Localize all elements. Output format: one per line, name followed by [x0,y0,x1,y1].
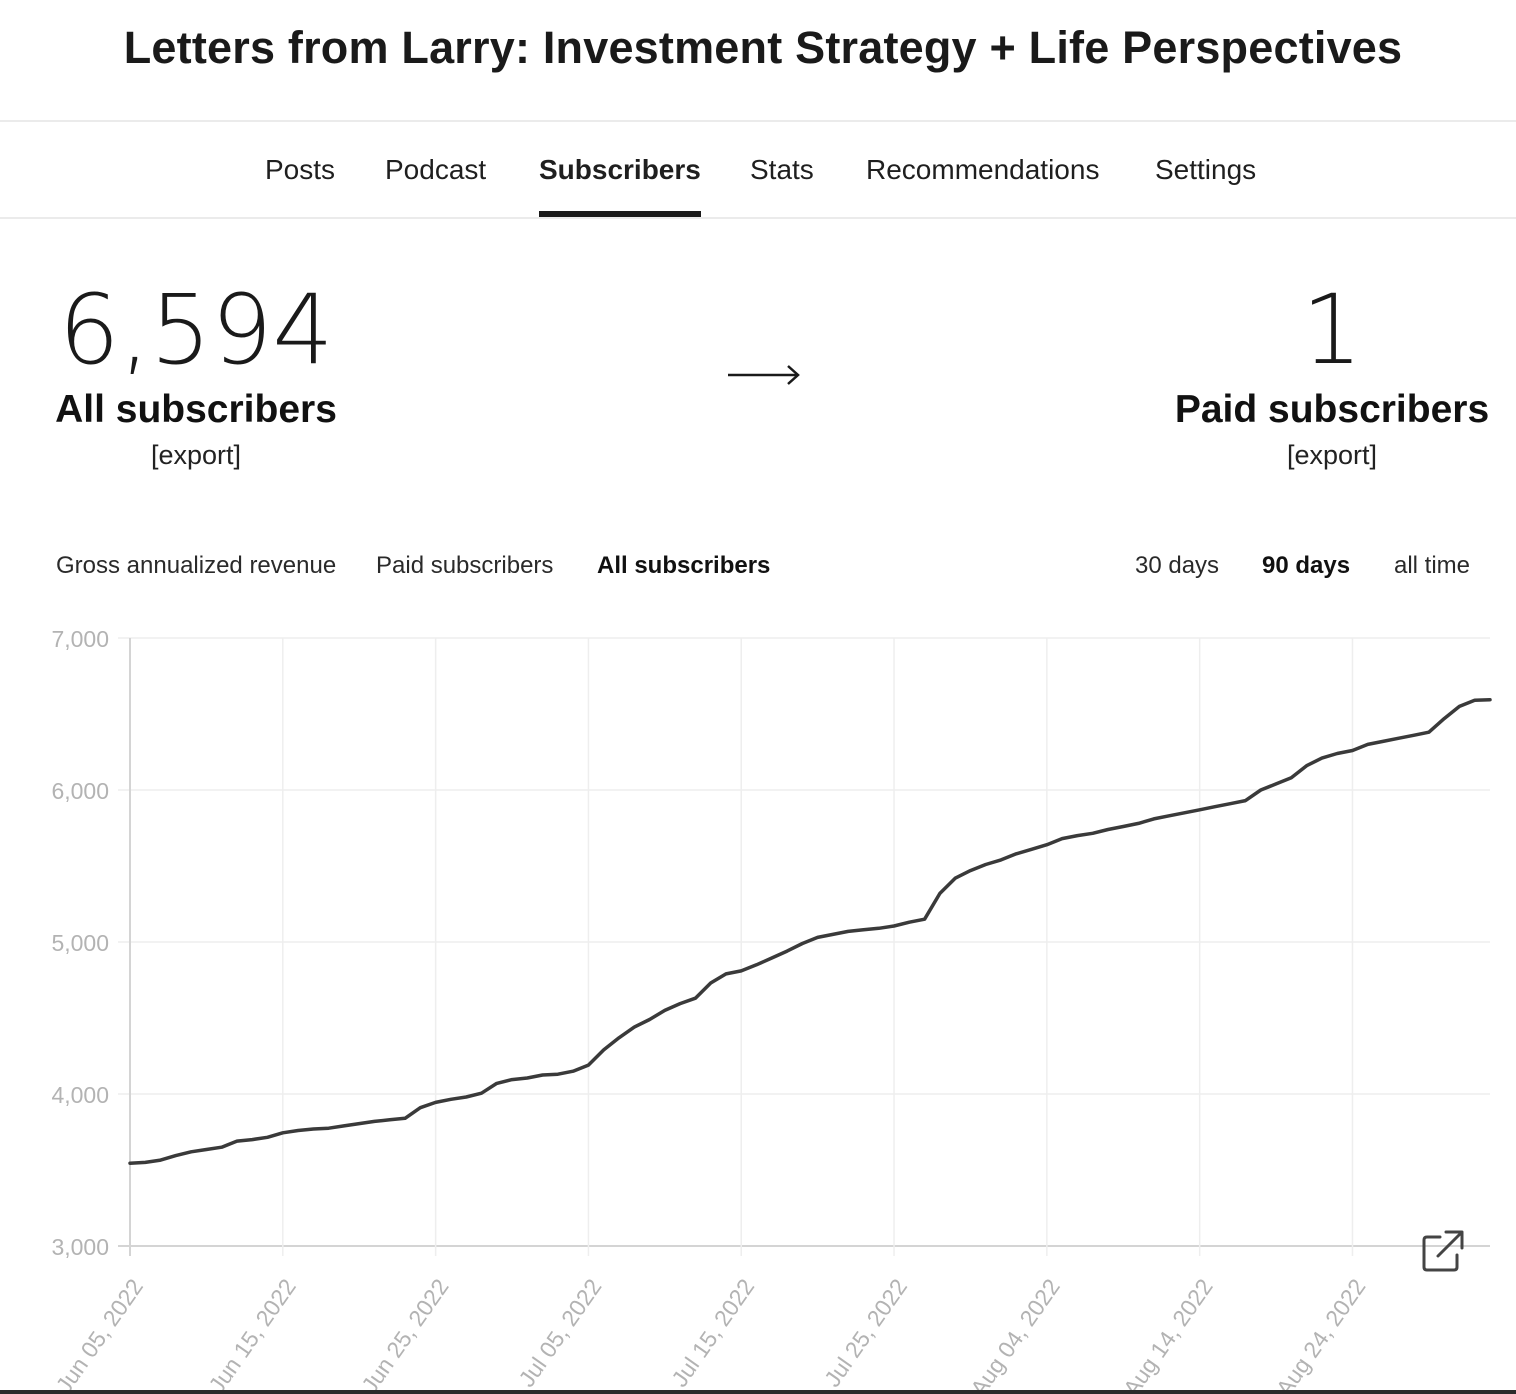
subscribers-line-chart: 3,000 4,000 5,000 6,000 7,000 Jun 05, 2022 Jun… [51,626,1492,1390]
tab-posts[interactable]: Posts [265,154,336,185]
export-all-subscribers-link[interactable]: [export] [150,440,242,470]
tab-recommendations[interactable]: Recommendations [866,154,1100,185]
y-tick-label: 6,000 [51,778,109,804]
range-90-days[interactable]: 90 days [1262,552,1351,579]
dashboard-nav: Posts Podcast Subscribers Stats Recommen… [0,121,1516,217]
all-subscribers-count: 6,594 [58,274,334,386]
tab-stats[interactable]: Stats [750,154,814,185]
x-tick-label: Jul 25, 2022 [819,1274,912,1390]
filter-gross-annualized-revenue[interactable]: Gross annualized revenue [56,552,337,579]
series-line-all-subscribers [128,697,1492,1165]
paid-subscribers-label: Paid subscribers [1174,388,1490,431]
x-tick-label: Jul 05, 2022 [513,1274,606,1390]
x-tick-label: Aug 14, 2022 [1118,1274,1218,1390]
x-tick-label: Jun 15, 2022 [203,1274,301,1390]
range-all-time[interactable]: all time [1394,552,1471,579]
all-subscribers-stat: 6,594 All subscribers [export] [46,282,346,471]
x-tick-label: Aug 04, 2022 [965,1274,1065,1390]
y-tick-label: 4,000 [51,1082,109,1108]
header-divider [0,120,1516,122]
external-link-icon[interactable] [1420,1228,1466,1274]
export-paid-subscribers-link[interactable]: [export] [1286,440,1378,470]
paid-subscribers-count: 1 [1301,274,1363,386]
tab-podcast[interactable]: Podcast [385,154,487,185]
x-tick-label: Jun 05, 2022 [51,1274,149,1390]
bottom-edge [0,1390,1516,1394]
all-subscribers-label: All subscribers [55,388,337,431]
y-tick-label: 7,000 [51,626,109,652]
range-30-days[interactable]: 30 days [1135,552,1220,579]
filter-all-subscribers[interactable]: All subscribers [597,552,771,579]
publication-title: Letters from Larry: Investment Strategy … [123,22,1403,73]
long-right-arrow-icon [728,365,800,385]
x-tick-label: Aug 24, 2022 [1271,1274,1371,1390]
x-tick-label: Jul 15, 2022 [666,1274,759,1390]
y-tick-label: 3,000 [51,1234,109,1260]
paid-subscribers-stat: 1 Paid subscribers [export] [1172,282,1492,471]
y-tick-label: 5,000 [51,930,109,956]
nav-divider [0,217,1516,219]
active-tab-indicator [539,211,701,217]
filter-paid-subscribers[interactable]: Paid subscribers [376,552,554,579]
tab-settings[interactable]: Settings [1155,154,1257,185]
x-tick-label: Jun 25, 2022 [356,1274,454,1390]
tab-subscribers[interactable]: Subscribers [539,121,701,217]
